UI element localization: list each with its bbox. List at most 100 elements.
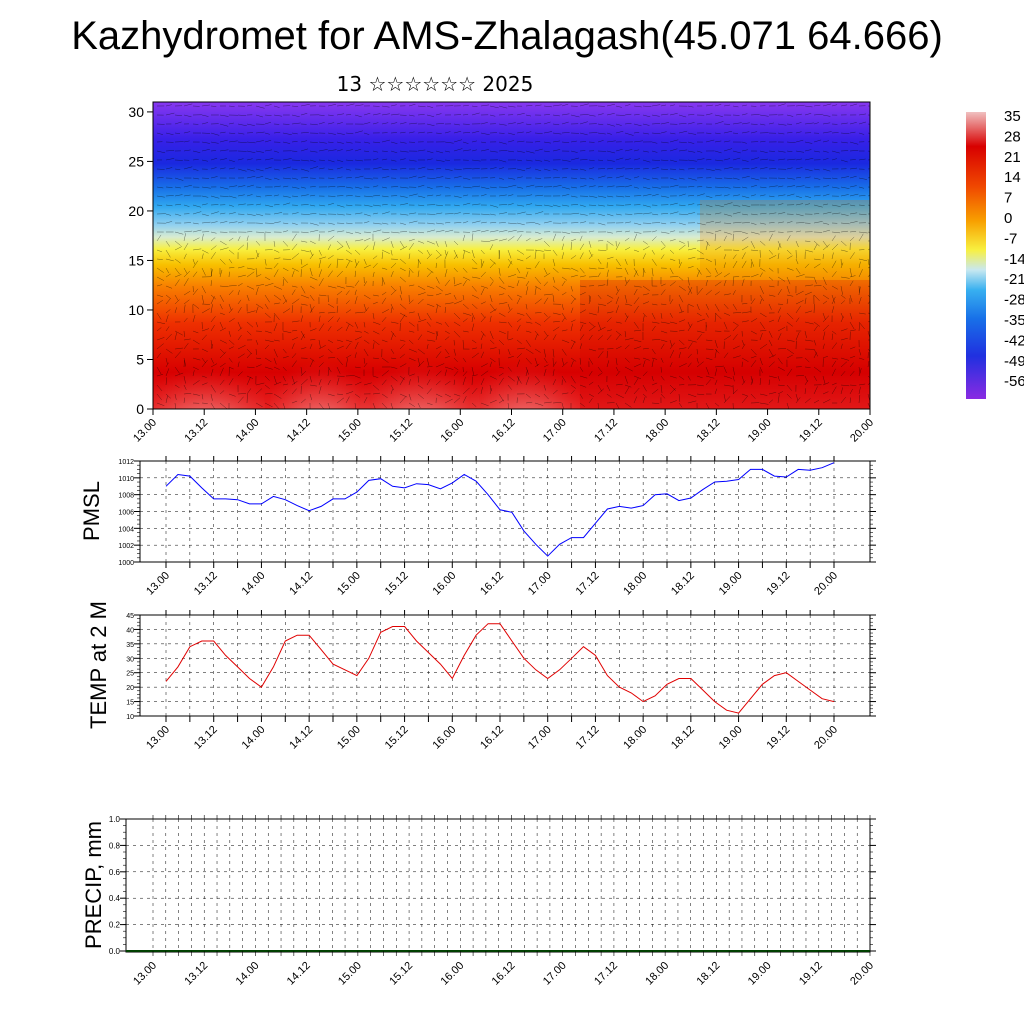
wind-vector <box>327 312 336 314</box>
wind-vector <box>561 312 567 320</box>
colorbar-label: 21 <box>1004 149 1021 166</box>
wind-vector <box>768 319 775 323</box>
wind-vector <box>822 375 826 385</box>
wind-vector <box>588 185 596 188</box>
wind-vector <box>516 211 526 215</box>
wind-vector <box>174 279 180 287</box>
wind-vector <box>759 321 765 330</box>
wind-vector <box>714 388 717 395</box>
wind-vector <box>696 186 703 188</box>
wind-vector <box>597 284 606 287</box>
wind-vector <box>732 276 740 278</box>
wind-vector <box>840 230 849 233</box>
wind-vector <box>840 384 850 387</box>
wind-vector <box>426 222 435 225</box>
wind-vector <box>354 148 362 152</box>
wind-vector <box>498 204 508 206</box>
wind-vector <box>489 244 494 251</box>
wind-vector <box>354 280 360 287</box>
wind-vector <box>246 330 252 336</box>
wind-vector <box>318 355 324 359</box>
wind-vector <box>192 248 202 251</box>
wind-vector <box>777 185 784 188</box>
wind-vector <box>255 348 257 355</box>
wind-vector <box>759 294 765 302</box>
wind-vector <box>426 402 433 405</box>
wind-vector <box>390 141 398 144</box>
pmsl-grid <box>140 460 870 563</box>
wind-vector <box>237 353 245 359</box>
y-tick-label: 1002 <box>118 543 134 550</box>
wind-vector <box>714 379 718 386</box>
wind-vector <box>354 375 361 379</box>
wind-vector <box>174 299 180 305</box>
wind-vector <box>732 355 741 359</box>
wind-vector <box>777 158 786 161</box>
wind-vector <box>210 167 217 170</box>
wind-vector <box>669 375 677 379</box>
wind-vector <box>669 299 674 305</box>
wind-vector <box>453 397 461 404</box>
wind-vector <box>840 343 843 350</box>
wind-vector <box>840 337 848 341</box>
y-tick-label: 1004 <box>118 526 134 533</box>
wind-vector <box>336 149 343 152</box>
wind-vector <box>768 339 773 347</box>
wind-vector <box>597 240 604 242</box>
wind-vector <box>381 150 388 152</box>
wind-vector <box>858 186 865 189</box>
wind-vector <box>336 397 345 404</box>
wind-vector <box>390 388 393 395</box>
wind-vector <box>453 294 457 300</box>
wind-vector <box>219 321 224 329</box>
wind-vector <box>678 311 685 314</box>
wind-vector <box>354 336 362 341</box>
wind-vector <box>291 289 296 296</box>
wind-vector <box>786 339 795 342</box>
wind-vector <box>705 375 715 379</box>
wind-vector <box>273 262 279 269</box>
wind-vector <box>237 185 246 188</box>
wind-vector <box>444 150 451 153</box>
wind-vector <box>435 321 443 325</box>
wind-vector <box>246 150 256 154</box>
wind-vector <box>372 241 376 251</box>
wind-vector <box>273 366 280 370</box>
wind-vector <box>381 379 387 386</box>
wind-vector <box>174 186 181 189</box>
wind-vector <box>714 204 724 207</box>
wind-vector <box>264 384 270 389</box>
wind-vector <box>246 141 256 144</box>
wind-vector <box>849 185 857 188</box>
wind-vector <box>687 122 695 125</box>
wind-vector <box>606 240 614 246</box>
wind-vector <box>705 303 709 310</box>
y-tick-label: 30 <box>126 656 134 663</box>
wind-vector <box>282 366 287 372</box>
wind-vector <box>687 195 695 197</box>
x-tick-label: 14.12 <box>287 724 315 752</box>
wind-vector <box>471 366 475 376</box>
wind-vector <box>435 194 442 197</box>
wind-vector <box>228 167 236 170</box>
wind-vector <box>174 384 180 388</box>
wind-vector <box>327 402 331 409</box>
wind-vector <box>381 186 388 189</box>
wind-vector <box>723 202 733 206</box>
wind-vector <box>255 249 259 258</box>
wind-vector <box>696 375 703 379</box>
wind-vector <box>273 240 276 247</box>
wind-vector <box>390 240 394 248</box>
x-tick-label: 18.12 <box>669 570 697 598</box>
wind-vector <box>498 141 507 145</box>
x-tick-label: 13.12 <box>182 417 210 445</box>
wind-vector <box>237 194 245 197</box>
wind-vector <box>291 343 295 350</box>
wind-vector <box>273 294 282 301</box>
wind-vector <box>210 343 214 350</box>
wind-vector <box>570 150 578 153</box>
wind-vector <box>687 400 697 404</box>
wind-vector <box>831 357 839 360</box>
wind-vector <box>543 368 547 377</box>
